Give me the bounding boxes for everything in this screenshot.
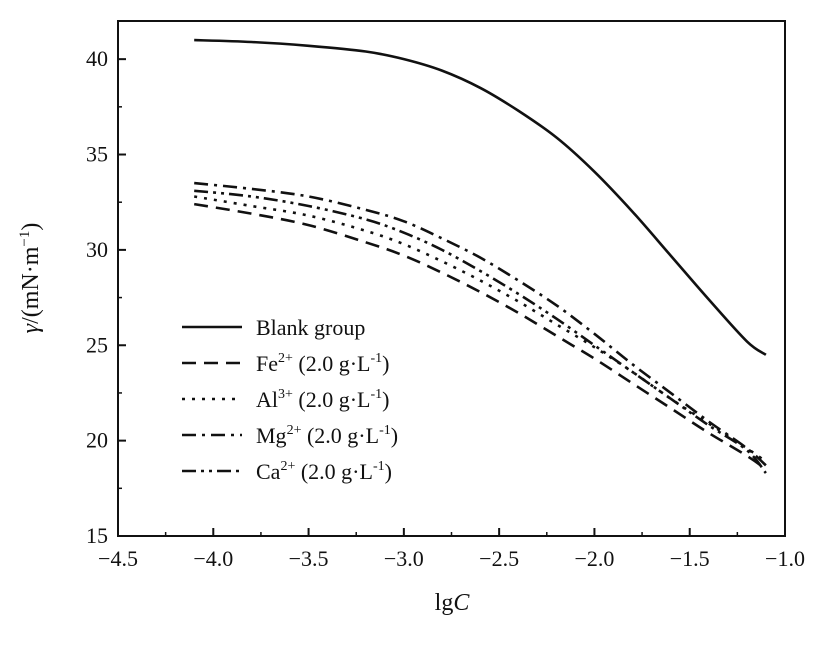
x-tick-label: −3.0 — [384, 546, 424, 571]
series-line-1 — [193, 202, 767, 471]
y-axis-title: γ/(mN·m−1) — [17, 223, 44, 334]
x-tick-label: −1.0 — [765, 546, 805, 571]
x-tick-label: −1.5 — [670, 546, 710, 571]
x-tick-label: −2.5 — [479, 546, 519, 571]
y-tick-label: 15 — [86, 523, 108, 548]
legend-label-3: Mg2+ (2.0 g·L-1) — [256, 423, 398, 448]
x-axis: −4.5 −4.0 −3.5 −3.0 −2.5 −2.0 −1.5 −1.0 — [98, 528, 805, 571]
y-tick-label: 20 — [86, 428, 108, 453]
series-layer — [193, 38, 767, 474]
x-tick-label: −4.0 — [193, 546, 233, 571]
legend-label-4: Ca2+ (2.0 g·L-1) — [256, 459, 392, 484]
y-tick-label: 40 — [86, 46, 108, 71]
y-axis: 15 20 25 30 35 40 — [86, 46, 126, 548]
y-tick-label: 35 — [86, 142, 108, 167]
y-tick-label: 30 — [86, 237, 108, 262]
legend: Blank group Fe2+ (2.0 g·L-1) Al3+ (2.0 g·L… — [182, 315, 398, 484]
legend-label-1: Fe2+ (2.0 g·L-1) — [256, 351, 390, 376]
x-tick-label: −4.5 — [98, 546, 138, 571]
y-tick-label: 25 — [86, 332, 108, 357]
x-tick-label: −3.5 — [289, 546, 329, 571]
legend-label-0: Blank group — [256, 315, 365, 340]
x-tick-label: −2.0 — [574, 546, 614, 571]
series-line-4 — [194, 189, 767, 474]
legend-label-2: Al3+ (2.0 g·L-1) — [256, 387, 390, 412]
x-axis-title: lgC — [435, 590, 471, 616]
series-line-0 — [194, 38, 767, 356]
